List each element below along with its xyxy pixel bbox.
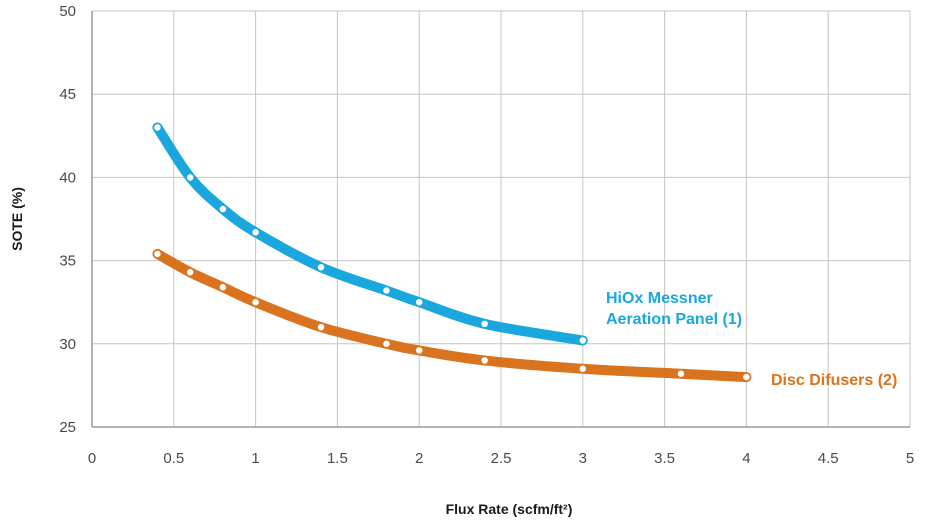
y-tick-label: 35 — [59, 253, 76, 270]
y-tick-label: 50 — [59, 3, 76, 20]
x-tick-label: 3.5 — [654, 450, 675, 467]
series-label: HiOx Messner — [606, 290, 713, 307]
series-lines — [152, 122, 752, 383]
x-tick-label: 2 — [415, 450, 423, 467]
x-tick-label: 4 — [742, 450, 750, 467]
data-point — [578, 335, 588, 346]
data-point — [741, 372, 752, 382]
data-point — [218, 282, 228, 292]
axes: 0 0.5 1 1.5 2 2.5 3 3.5 4 4.5 5 25 30 35 40 45 50 — [59, 3, 914, 467]
x-tick-label: 0.5 — [163, 450, 184, 467]
data-point — [479, 355, 490, 366]
data-point — [316, 322, 326, 332]
data-point — [218, 204, 228, 214]
data-point — [676, 369, 686, 379]
y-tick-label: 45 — [59, 86, 76, 103]
y-tick-label: 30 — [59, 336, 76, 353]
labels: Flux Rate (scfm/ft²) SOTE (%) HiOx Messner… — [9, 187, 897, 517]
data-point — [152, 122, 163, 133]
data-point — [250, 297, 261, 307]
data-point — [578, 364, 588, 374]
x-tick-label: 4.5 — [818, 450, 839, 467]
data-point — [152, 249, 163, 259]
series-1 — [152, 122, 588, 346]
data-point — [185, 172, 195, 183]
x-tick-label: 1 — [251, 450, 259, 467]
series-line — [152, 122, 588, 346]
x-tick-label: 2.5 — [491, 450, 512, 467]
y-tick-label: 25 — [59, 419, 76, 436]
data-point — [414, 297, 424, 307]
x-tick-label: 0 — [88, 450, 96, 467]
y-axis-title: SOTE (%) — [9, 187, 25, 251]
data-point — [250, 227, 261, 238]
series-label: Aeration Panel (1) — [606, 311, 742, 328]
data-point — [414, 345, 424, 356]
data-point — [381, 285, 392, 296]
data-point — [479, 319, 490, 329]
series-2 — [152, 248, 752, 383]
x-axis-title: Flux Rate (scfm/ft²) — [446, 501, 573, 517]
x-tick-label: 3 — [579, 450, 587, 467]
series-label: Disc Difusers (2) — [771, 372, 897, 389]
y-tick-label: 40 — [59, 169, 76, 186]
x-tick-label: 5 — [906, 450, 914, 467]
data-point — [185, 267, 195, 277]
x-tick-label: 1.5 — [327, 450, 348, 467]
data-point — [381, 339, 392, 349]
data-point — [316, 262, 326, 273]
